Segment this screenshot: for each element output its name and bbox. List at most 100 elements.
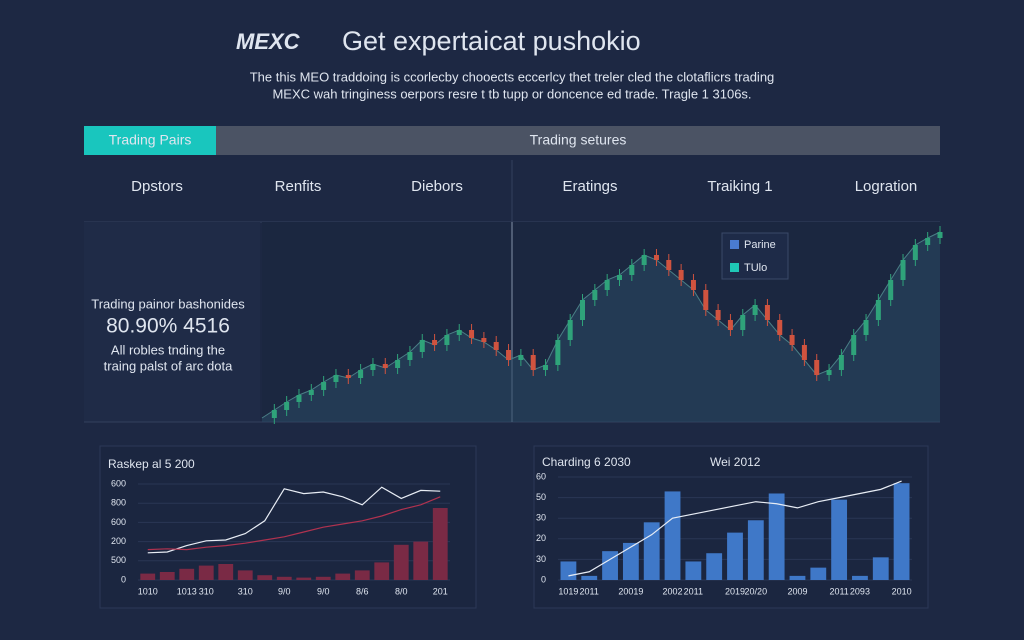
bar xyxy=(789,575,806,580)
x-tick-label: 9/0 xyxy=(278,586,291,596)
y-tick-label: 30 xyxy=(536,513,546,523)
bar xyxy=(768,493,785,580)
x-tick-label: 2019 xyxy=(725,586,745,596)
candle-body xyxy=(703,290,709,310)
tab-label[interactable]: Trading Pairs xyxy=(109,132,192,148)
x-tick-label: 2011 xyxy=(829,586,848,596)
candle-body xyxy=(432,340,438,345)
column-header[interactable]: Renfits xyxy=(275,178,322,195)
y-tick-label: 200 xyxy=(111,536,126,546)
candle-body xyxy=(296,395,302,402)
x-tick-label: 2009 xyxy=(787,586,807,596)
y-tick-label: 600 xyxy=(111,478,126,488)
bar xyxy=(727,532,743,580)
column-header[interactable]: Diebors xyxy=(411,178,463,195)
column-header[interactable]: Dpstors xyxy=(131,178,183,195)
legend-swatch xyxy=(730,240,739,249)
candle-body xyxy=(493,342,499,350)
candle-body xyxy=(333,375,339,382)
y-tick-label: 60 xyxy=(536,471,546,481)
bar xyxy=(257,575,273,580)
candle-body xyxy=(863,320,869,335)
candle-body xyxy=(506,350,512,360)
bar xyxy=(852,575,868,580)
candle-body xyxy=(481,338,487,342)
candle-body xyxy=(407,352,413,360)
bar xyxy=(237,570,253,580)
summary-figure: 80.90% 4516 xyxy=(106,315,230,338)
chart-title: Charding 6 2030 xyxy=(542,455,631,469)
title: Get expertaicat pushokio xyxy=(342,26,641,56)
candle-body xyxy=(616,275,622,280)
candle-body xyxy=(271,410,277,418)
x-tick-label: 1010 xyxy=(138,586,158,596)
candle-body xyxy=(678,270,684,280)
candle-body xyxy=(653,255,659,260)
bar xyxy=(393,544,409,580)
candle-body xyxy=(690,280,696,290)
summary-heading: Trading painor bashonides xyxy=(91,296,245,311)
tabs: Trading Pairs Trading setures xyxy=(84,126,940,155)
bar xyxy=(296,577,312,580)
x-tick-label: 8/0 xyxy=(395,586,408,596)
legend-label: Parine xyxy=(744,239,776,251)
chart-card xyxy=(99,445,477,609)
column-header[interactable]: Traiking 1 xyxy=(707,178,772,195)
logo: MEXC xyxy=(236,29,301,54)
candle-body xyxy=(444,335,450,345)
x-tick-label: 2011 xyxy=(684,586,703,596)
y-tick-label: 50 xyxy=(536,492,546,502)
bar xyxy=(413,541,429,580)
bar xyxy=(685,561,702,580)
candle-body xyxy=(826,370,832,375)
column-header[interactable]: Logration xyxy=(855,178,918,195)
tab[interactable] xyxy=(216,126,940,155)
bar xyxy=(315,576,331,580)
bar xyxy=(581,575,598,580)
bar xyxy=(140,573,156,580)
bar xyxy=(432,508,448,580)
subtitle: The this MEO traddoing is ccorlecby choo… xyxy=(250,69,775,84)
bar xyxy=(335,573,351,580)
candle-body xyxy=(469,330,475,338)
column-header[interactable]: Eratings xyxy=(562,178,617,195)
candle-body xyxy=(592,290,598,300)
candle-body xyxy=(740,315,746,330)
y-tick-label: 600 xyxy=(111,517,126,527)
x-tick-label: 2093 xyxy=(850,586,870,596)
tab-label[interactable]: Trading setures xyxy=(530,132,627,148)
subtitle: MEXC wah tringiness oerpors resre t tb t… xyxy=(272,86,751,101)
candle-body xyxy=(530,355,536,370)
x-tick-label: 9/0 xyxy=(317,586,330,596)
bar xyxy=(159,572,175,580)
candle-body xyxy=(801,345,807,360)
chart-card xyxy=(533,445,929,609)
candle-body xyxy=(629,265,635,275)
y-tick-label: 30 xyxy=(536,554,546,564)
bar xyxy=(664,491,681,580)
tab[interactable] xyxy=(84,126,216,155)
candle-body xyxy=(370,364,376,370)
columns: Dpstors Renfits Diebors Eratings Traiking 1 L… xyxy=(131,178,917,195)
candle-body xyxy=(641,255,647,265)
candle-body xyxy=(912,245,918,260)
candle-body xyxy=(308,390,314,395)
y-tick-label: 20 xyxy=(536,533,546,543)
candle-body xyxy=(456,330,462,335)
candle-body xyxy=(727,320,733,330)
candle-body xyxy=(789,335,795,345)
bar xyxy=(198,565,214,580)
candle-body xyxy=(518,355,524,360)
candle-body xyxy=(777,320,783,335)
bar xyxy=(622,542,639,580)
candle-body xyxy=(395,360,401,368)
bar xyxy=(893,483,910,580)
bar xyxy=(831,499,848,580)
legend-label: TUlo xyxy=(744,262,767,274)
candle-body xyxy=(567,320,573,340)
bar xyxy=(810,567,827,580)
